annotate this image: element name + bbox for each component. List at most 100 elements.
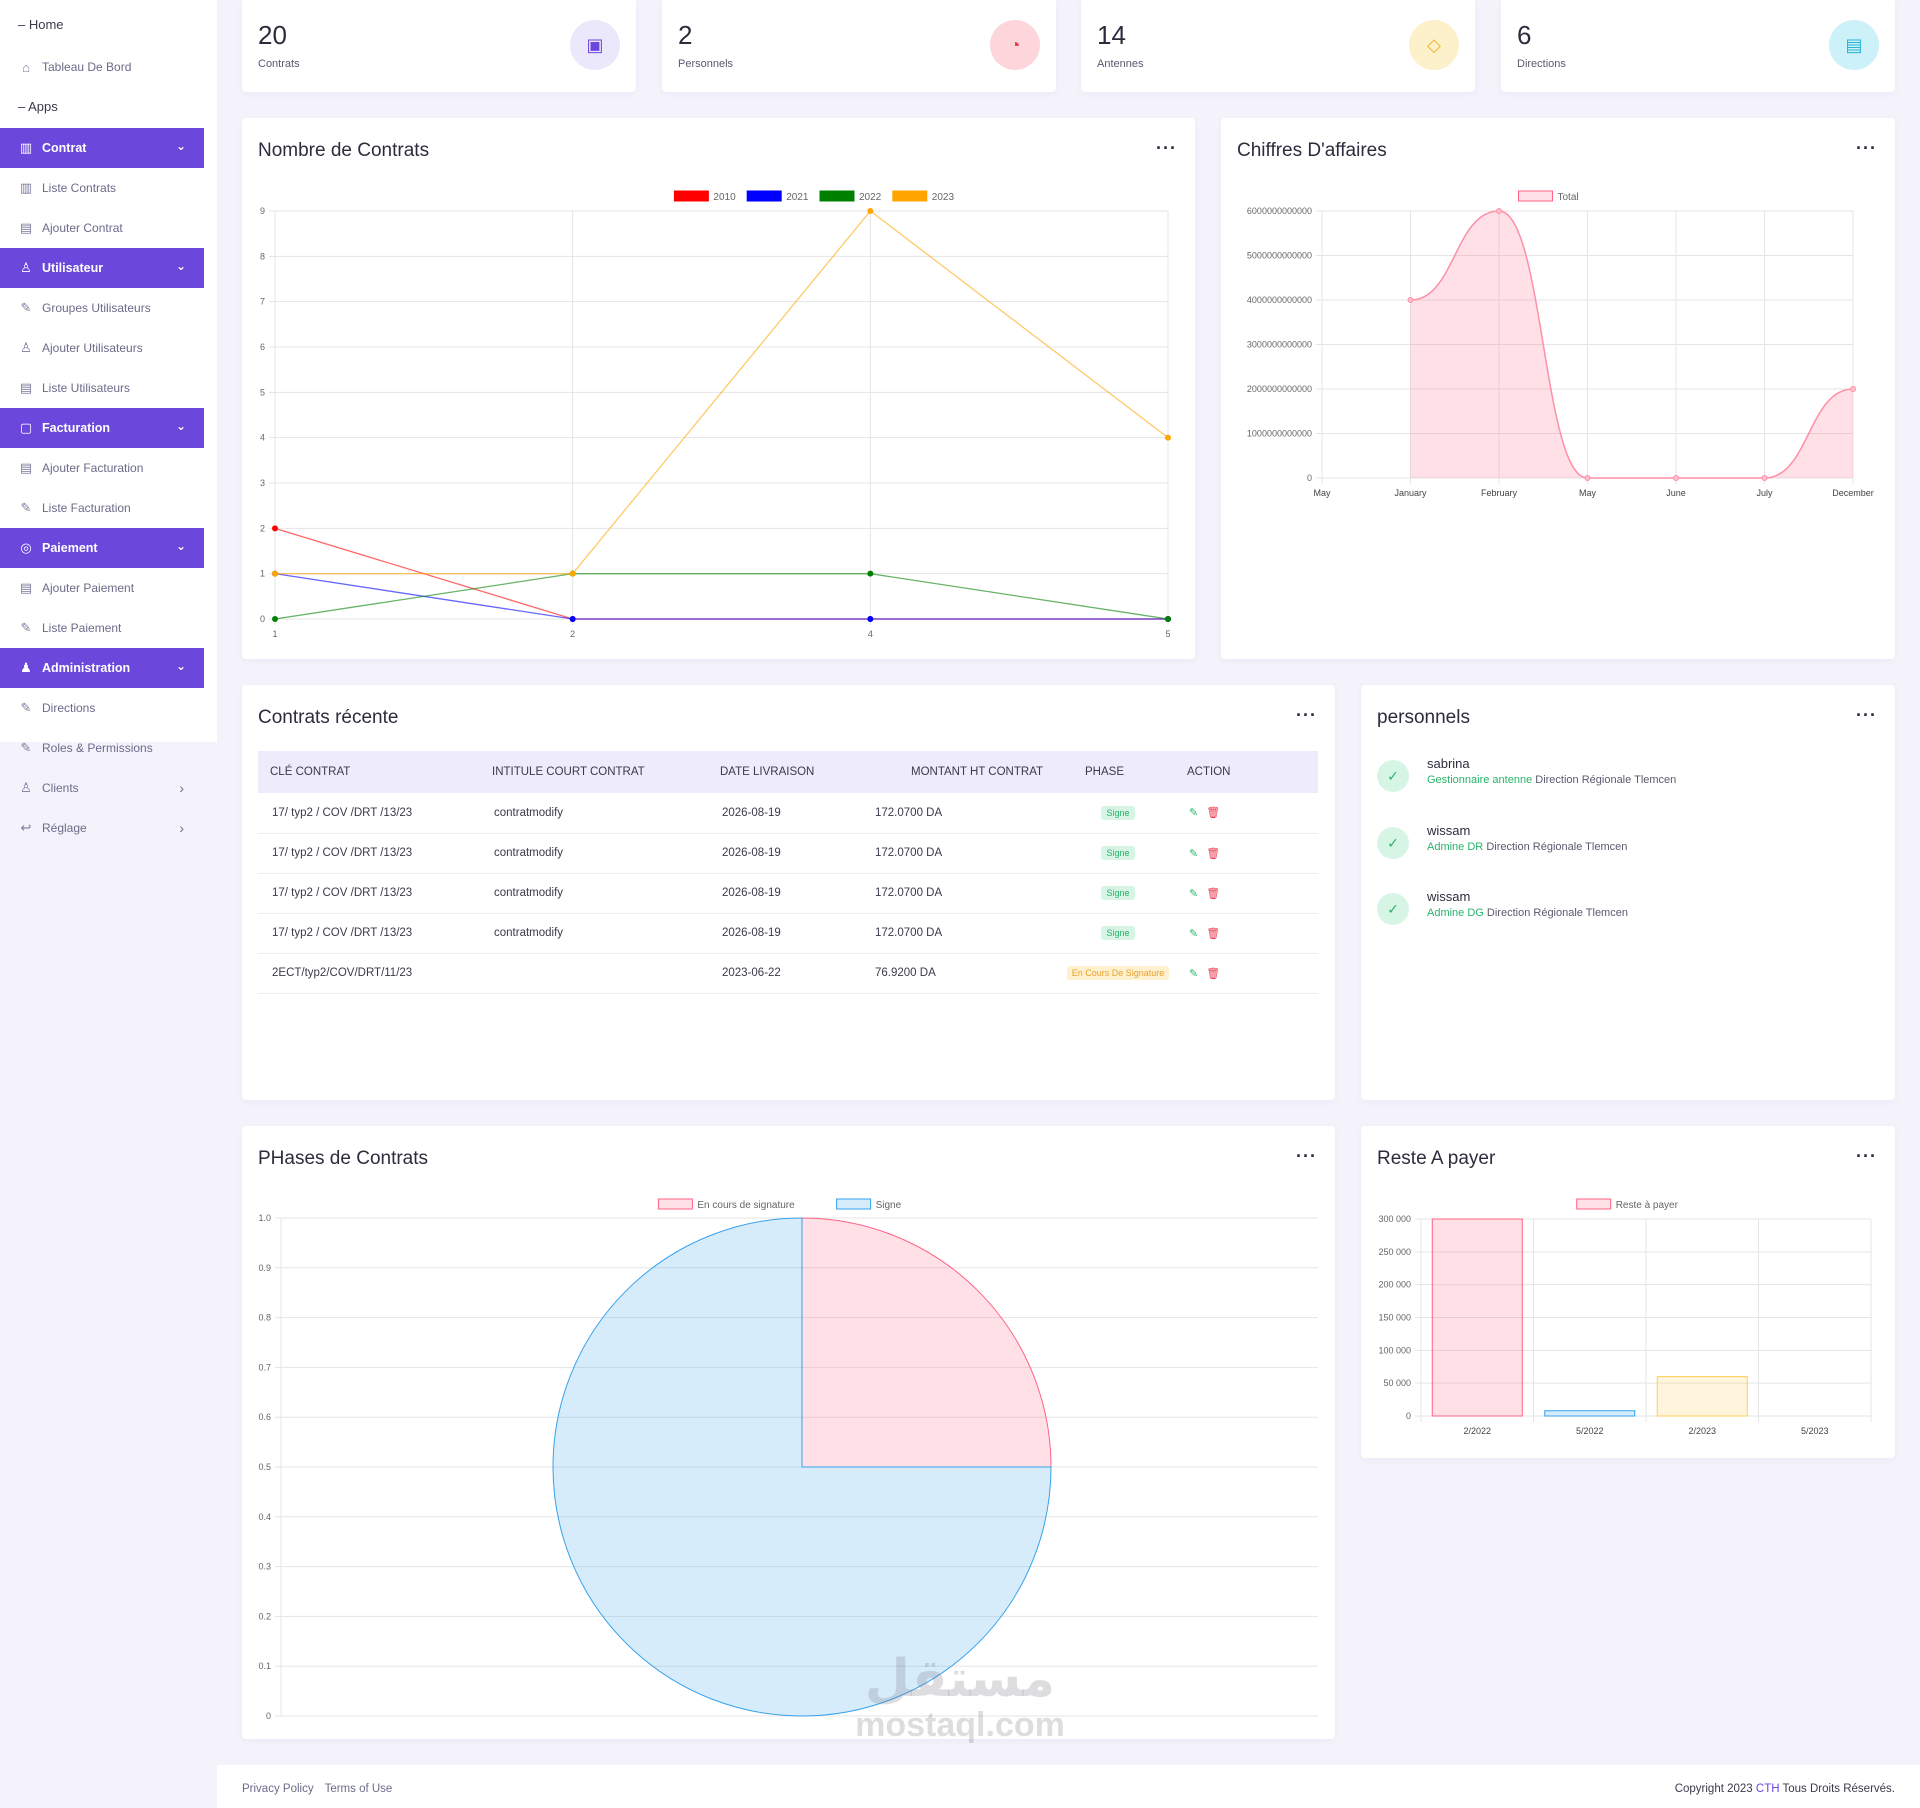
data-point[interactable] [1496, 208, 1502, 214]
stat-card-antennes: 14 Antennes ◇ [1081, 0, 1475, 92]
more-menu-icon[interactable]: ··· [1856, 1146, 1877, 1166]
data-point[interactable] [867, 616, 874, 622]
data-point[interactable] [569, 570, 576, 577]
sidebar-item-directions[interactable]: ✎ Directions [0, 688, 204, 728]
legend-swatch[interactable] [1576, 1198, 1612, 1210]
sidebar-item-liste-utilisateurs[interactable]: ▤ Liste Utilisateurs [0, 368, 204, 408]
sidebar-item-ajouter-contrat[interactable]: ▤ Ajouter Contrat [0, 208, 204, 248]
x-tick-label: 2/2023 [1688, 1426, 1716, 1436]
bar[interactable] [1544, 1410, 1636, 1417]
legend-label[interactable]: 2010 [713, 192, 736, 203]
more-menu-icon[interactable]: ··· [1856, 138, 1877, 158]
coin-icon: ◎ [20, 540, 32, 555]
delete-icon[interactable]: 🗑 [1206, 807, 1221, 820]
sidebar-item-liste-contrats[interactable]: ▥ Liste Contrats [0, 168, 204, 208]
bar[interactable] [1431, 1218, 1523, 1417]
sidebar-item-ajouter-facturation[interactable]: ▤ Ajouter Facturation [0, 448, 204, 488]
legend-label[interactable]: 2023 [932, 192, 955, 203]
delete-icon[interactable]: 🗑 [1206, 847, 1221, 860]
watermark-arabic: مستقل [864, 1649, 1056, 1709]
delete-icon[interactable]: 🗑 [1206, 887, 1221, 900]
sidebar-item-roles-permissions[interactable]: ✎ Roles & Permissions [0, 728, 204, 768]
data-point[interactable] [272, 525, 278, 532]
data-point[interactable] [1407, 297, 1414, 303]
sidebar-item-reglage[interactable]: ↩ Réglage › [0, 808, 204, 848]
legend-swatch[interactable] [819, 190, 855, 202]
data-point[interactable] [1761, 475, 1768, 481]
sidebar-item-clients[interactable]: ♙ Clients › [0, 768, 204, 808]
revenue-area-chart: 0 1000000000000 2000000000000 3000000000000… [1247, 190, 1874, 498]
pie-slice[interactable] [552, 1217, 1052, 1717]
x-tick-label: February [1481, 488, 1518, 498]
sidebar-group-contrat[interactable]: ▥ Contrat ⌄ [0, 128, 204, 168]
cell-key: 17/ typ2 / COV /DRT /13/23 [258, 793, 480, 834]
sidebar-item-ajouter-utilisateurs[interactable]: ♙ Ajouter Utilisateurs [0, 328, 204, 368]
sidebar-item-label: Clients [42, 781, 79, 795]
terms-of-use-link[interactable]: Terms of Use [324, 1783, 393, 1795]
data-point[interactable] [272, 570, 278, 577]
data-point[interactable] [867, 570, 874, 577]
data-point[interactable] [272, 616, 278, 622]
inbox-icon: ▣ [570, 20, 620, 70]
more-menu-icon[interactable]: ··· [1856, 705, 1877, 725]
legend-swatch[interactable] [1518, 190, 1553, 202]
y-tick-label: 0 [266, 1711, 271, 1721]
legend-label[interactable]: 2022 [859, 192, 882, 203]
data-point[interactable] [867, 208, 874, 214]
edit-icon[interactable]: ✎ [1189, 967, 1199, 980]
legend-label[interactable]: 2021 [786, 192, 809, 203]
columns-icon: ▥ [19, 140, 33, 155]
sidebar-item-groupes-utilisateurs[interactable]: ✎ Groupes Utilisateurs [0, 288, 204, 328]
bar[interactable] [1656, 1376, 1748, 1417]
data-point[interactable] [1673, 475, 1679, 481]
data-point[interactable] [1165, 616, 1171, 622]
delete-icon[interactable]: 🗑 [1206, 967, 1221, 980]
more-menu-icon[interactable]: ··· [1156, 138, 1177, 158]
legend-swatch[interactable] [836, 1198, 872, 1210]
edit-icon[interactable]: ✎ [1189, 847, 1199, 860]
x-tick-label: 1 [272, 629, 277, 639]
more-menu-icon[interactable]: ··· [1296, 1146, 1317, 1166]
sidebar-item-liste-paiement[interactable]: ✎ Liste Paiement [0, 608, 204, 648]
sidebar-group-paiement[interactable]: ◎ Paiement ⌄ [0, 528, 204, 568]
data-point[interactable] [1584, 475, 1591, 481]
edit-icon[interactable]: ✎ [1189, 887, 1199, 900]
legend-label[interactable]: En cours de signature [697, 1200, 795, 1211]
delete-icon[interactable]: 🗑 [1206, 927, 1221, 940]
series-line [275, 210, 1169, 575]
x-tick-label: May [1579, 488, 1597, 498]
sidebar-group-administration[interactable]: ♟ Administration ⌄ [0, 648, 204, 688]
legend-swatch[interactable] [746, 190, 782, 202]
cell-date: 2026-08-19 [708, 793, 861, 834]
legend-label[interactable]: Reste à payer [1616, 1200, 1679, 1211]
legend-label[interactable]: Total [1558, 192, 1579, 203]
data-point[interactable] [569, 616, 576, 622]
card-title: Chiffres D'affaires [1237, 140, 1387, 161]
data-point[interactable] [1165, 434, 1171, 441]
legend-swatch[interactable] [657, 1198, 693, 1210]
data-point[interactable] [1850, 386, 1856, 392]
privacy-policy-link[interactable]: Privacy Policy [242, 1783, 314, 1795]
columns-icon: ▥ [19, 180, 33, 195]
user-icon: ♙ [20, 260, 32, 275]
list-icon: ▤ [19, 580, 33, 595]
edit-icon[interactable]: ✎ [1189, 927, 1199, 940]
brand-link[interactable]: CTH [1755, 1783, 1780, 1795]
pie-slice[interactable] [801, 1217, 1052, 1468]
sidebar-group-utilisateur[interactable]: ♙ Utilisateur ⌄ [0, 248, 204, 288]
sidebar-group-facturation[interactable]: ▢ Facturation ⌄ [0, 408, 204, 448]
legend-label[interactable]: Signe [876, 1200, 902, 1211]
check-icon: ✓ [1377, 827, 1409, 859]
sidebar-item-liste-facturation[interactable]: ✎ Liste Facturation [0, 488, 204, 528]
y-tick-label: 0.8 [258, 1313, 271, 1323]
chevron-down-icon: ⌄ [175, 539, 186, 553]
legend-swatch[interactable] [892, 190, 928, 202]
sidebar-item-label: Liste Paiement [42, 621, 122, 635]
edit-icon[interactable]: ✎ [1189, 807, 1199, 820]
series-line [274, 573, 1168, 620]
legend-swatch[interactable] [673, 190, 709, 202]
more-menu-icon[interactable]: ··· [1296, 705, 1317, 725]
sidebar-item-ajouter-paiement[interactable]: ▤ Ajouter Paiement [0, 568, 204, 608]
sidebar-item-dashboard[interactable]: ⌂ Tableau De Bord [0, 47, 204, 87]
stat-label: Directions [1517, 58, 1566, 70]
